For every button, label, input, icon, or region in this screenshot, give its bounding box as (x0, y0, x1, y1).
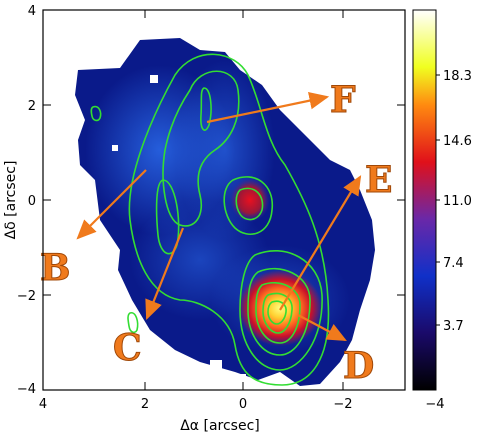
contour-d-3 (255, 281, 301, 344)
masked-pixel (112, 145, 118, 151)
arrow-d (297, 314, 347, 342)
contour-center-outer (223, 176, 273, 236)
y-tick-label: 2 (28, 99, 36, 114)
colorbar (412, 9, 437, 391)
contour-c (127, 312, 139, 334)
contour-center-inner (235, 187, 264, 221)
x-tick-label: −2 (333, 397, 352, 412)
x-tick-label: 2 (141, 397, 149, 412)
region-label-d: D (343, 345, 374, 387)
region-label-c: C (113, 327, 142, 369)
arrow-f (206, 91, 330, 124)
annotation-arrows (76, 91, 362, 342)
central-peak (230, 178, 270, 222)
masked-pixel (150, 75, 158, 83)
region-label-f: F (330, 79, 356, 121)
colorbar-tick-label: 11.0 (443, 194, 472, 209)
contour-f (200, 87, 212, 131)
region-label-e: E (365, 159, 392, 201)
y-tick-label: −4 (17, 382, 36, 397)
contour-upper (162, 70, 240, 227)
contour-d-4 (262, 292, 293, 334)
contour-b (155, 179, 180, 255)
y-tick-label: −2 (17, 289, 36, 304)
arrow-c (145, 227, 185, 321)
colorbar-tick-label: 3.7 (443, 319, 464, 334)
colorbar-tick-label: 7.4 (443, 256, 464, 271)
contour-outer (128, 53, 330, 386)
colorbar-ticks (436, 74, 440, 326)
x-axis-title: Δα [arcsec] (180, 418, 260, 434)
region-label-b: B (40, 247, 70, 289)
colorbar-tick-label: 14.6 (443, 134, 472, 149)
y-axis-title: Δδ [arcsec] (3, 161, 19, 240)
arrow-e (279, 175, 362, 311)
y-tick-label: 4 (28, 4, 36, 19)
y-tick-label: 0 (28, 194, 36, 209)
contour-small (90, 105, 102, 122)
x-tick-label: 4 (39, 397, 47, 412)
x-tick-label: 0 (239, 397, 247, 412)
contour-d-5 (267, 300, 287, 325)
axis-ticks (42, 10, 405, 390)
x-tick-label: −4 (425, 397, 444, 412)
masked-pixel (236, 374, 246, 384)
arrow-b (76, 169, 147, 240)
colorbar-tick-label: 18.3 (443, 69, 472, 84)
masked-pixel (210, 360, 222, 374)
